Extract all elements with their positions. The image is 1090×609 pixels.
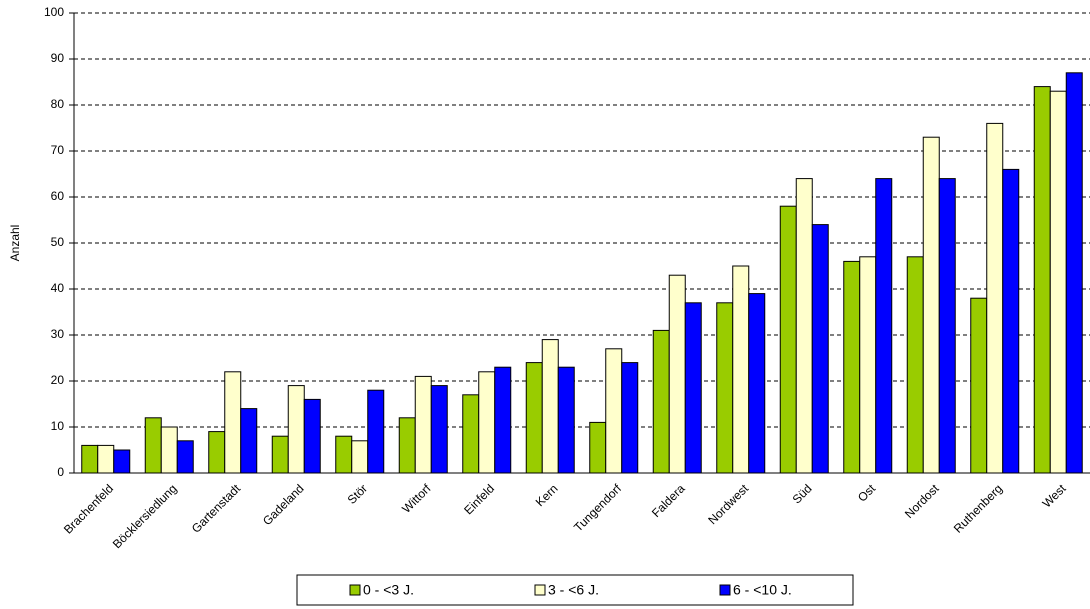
bar bbox=[684, 302, 702, 474]
y-tick-label: 40 bbox=[51, 281, 65, 295]
bar bbox=[922, 136, 940, 474]
bar bbox=[652, 329, 670, 474]
bar bbox=[779, 205, 797, 474]
x-tick-label: West bbox=[1040, 481, 1070, 511]
bar bbox=[843, 260, 861, 474]
y-tick-label: 10 bbox=[51, 419, 65, 433]
x-tick-label: Stör bbox=[345, 481, 370, 506]
y-tick-label: 50 bbox=[51, 235, 65, 249]
y-tick-label: 100 bbox=[44, 5, 64, 19]
bar bbox=[414, 375, 432, 474]
bar bbox=[271, 435, 289, 474]
bar bbox=[240, 408, 258, 474]
x-tick-label: Böcklersiedlung bbox=[110, 481, 180, 551]
bar bbox=[398, 417, 416, 474]
y-tick-label: 0 bbox=[57, 465, 64, 479]
bar bbox=[795, 178, 813, 474]
x-tick-label: Tungendorf bbox=[571, 481, 624, 534]
bar bbox=[859, 256, 877, 474]
bar bbox=[1065, 72, 1083, 474]
bar bbox=[208, 431, 226, 474]
legend-label: 0 - <3 J. bbox=[363, 582, 414, 598]
bar bbox=[160, 426, 178, 474]
bar bbox=[494, 366, 512, 474]
y-tick-label: 20 bbox=[51, 373, 65, 387]
x-tick-label: Faldera bbox=[649, 481, 688, 520]
bar bbox=[113, 449, 131, 474]
bar bbox=[462, 394, 480, 474]
bar bbox=[605, 348, 623, 474]
y-tick-label: 70 bbox=[51, 143, 65, 157]
bar bbox=[970, 297, 988, 474]
bar bbox=[478, 371, 496, 474]
bar bbox=[541, 339, 559, 474]
x-tick-label: Wittorf bbox=[399, 481, 434, 516]
bar bbox=[875, 178, 893, 474]
bar bbox=[351, 440, 369, 474]
x-tick-label: Ruthenberg bbox=[951, 481, 1005, 535]
legend-label: 6 - <10 J. bbox=[733, 582, 792, 598]
bar bbox=[986, 122, 1004, 474]
legend-swatch bbox=[534, 584, 546, 596]
bar bbox=[224, 371, 242, 474]
bar bbox=[1049, 90, 1067, 474]
bar bbox=[1002, 168, 1020, 474]
bar bbox=[668, 274, 686, 474]
x-tick-label: Ost bbox=[855, 481, 879, 505]
bar bbox=[367, 389, 385, 474]
bar bbox=[938, 178, 956, 474]
bar bbox=[906, 256, 924, 474]
x-tick-label: Gadeland bbox=[260, 481, 307, 528]
legend-swatch bbox=[349, 584, 361, 596]
x-tick-label: Nordost bbox=[902, 481, 942, 521]
bar bbox=[716, 302, 734, 474]
bar bbox=[287, 385, 305, 474]
bar bbox=[81, 444, 99, 474]
x-tick-label: Süd bbox=[790, 481, 815, 506]
legend-label: 3 - <6 J. bbox=[548, 582, 599, 598]
x-tick-label: Nordwest bbox=[705, 481, 751, 527]
y-tick-label: 30 bbox=[51, 327, 65, 341]
x-tick-label: Brachenfeld bbox=[61, 481, 116, 536]
bar bbox=[525, 362, 543, 474]
x-tick-label: Gartenstadt bbox=[189, 481, 244, 536]
bar bbox=[176, 440, 194, 474]
legend bbox=[296, 574, 854, 606]
bar bbox=[748, 293, 766, 474]
x-tick-label: Kern bbox=[533, 481, 561, 509]
y-tick-label: 80 bbox=[51, 97, 65, 111]
legend-swatch bbox=[719, 584, 731, 596]
y-axis-label: Anzahl bbox=[8, 225, 22, 262]
bar bbox=[621, 362, 639, 474]
bar bbox=[1033, 86, 1051, 474]
y-tick-label: 60 bbox=[51, 189, 65, 203]
x-tick-label: Einfeld bbox=[461, 481, 497, 517]
bar bbox=[811, 224, 829, 474]
bar bbox=[589, 421, 607, 474]
bar bbox=[430, 385, 448, 474]
bar bbox=[303, 398, 321, 474]
y-tick-label: 90 bbox=[51, 51, 65, 65]
bar bbox=[335, 435, 353, 474]
bar bbox=[557, 366, 575, 474]
bar bbox=[732, 265, 750, 474]
bar bbox=[144, 417, 162, 474]
bar bbox=[97, 444, 115, 474]
